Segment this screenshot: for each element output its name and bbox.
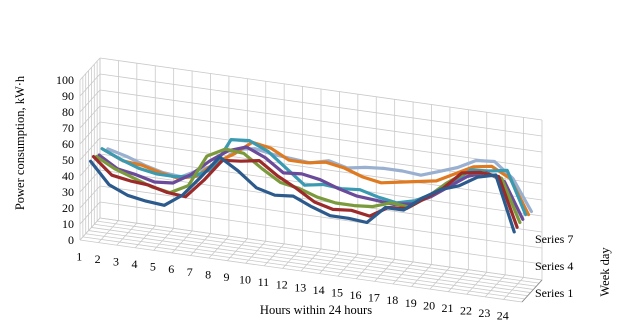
x-tick-label: 8 xyxy=(205,267,211,281)
y-tick-label: 80 xyxy=(62,105,74,119)
grid-line-floor xyxy=(411,264,432,287)
y-tick-label: 10 xyxy=(62,217,74,231)
x-tick-label: 2 xyxy=(95,252,101,266)
grid-line-floor xyxy=(98,220,119,243)
grid-line-floor-depth xyxy=(99,217,543,281)
grid-line-side xyxy=(79,73,101,97)
grid-line-floor xyxy=(392,261,414,285)
x-tick-label: 13 xyxy=(294,280,306,294)
series-line-4 xyxy=(97,145,525,221)
series-line-1 xyxy=(89,155,516,234)
depth-tick-label: Series 7 xyxy=(535,232,573,246)
grid-line-floor xyxy=(429,266,451,290)
x-tick-label: 19 xyxy=(405,296,417,310)
grid-line-floor xyxy=(448,269,469,292)
grid-line-floor xyxy=(79,217,101,241)
grid-line-floor xyxy=(153,228,174,251)
x-tick-label: 15 xyxy=(331,285,343,299)
grid-line-side xyxy=(79,201,101,225)
grid-line-floor xyxy=(466,271,488,295)
grid-line-floor xyxy=(134,225,156,249)
grid-line-side xyxy=(79,105,101,129)
grid-line-floor xyxy=(484,274,506,298)
grid xyxy=(79,57,543,303)
grid-line-floor-depth xyxy=(97,220,540,284)
y-tick-label: 30 xyxy=(62,185,74,199)
grid-line-floor-depth xyxy=(85,233,528,297)
grid-line-floor-depth xyxy=(94,223,537,287)
x-tick-label: 20 xyxy=(423,298,435,312)
grid-line-floor xyxy=(171,230,193,254)
grid-line-floor-depth xyxy=(82,236,525,300)
y-tick-label: 100 xyxy=(56,73,74,87)
grid-line-floor xyxy=(319,251,340,274)
y-tick-label: 90 xyxy=(62,89,74,103)
x-tick-label: 22 xyxy=(460,304,472,318)
series-lines xyxy=(89,138,533,234)
x-tick-label: 23 xyxy=(478,306,490,320)
y-tick-label: 40 xyxy=(62,169,74,183)
x-tick-label: 10 xyxy=(239,273,251,287)
x-tick-label: 7 xyxy=(187,265,193,279)
grid-line-floor-depth xyxy=(88,230,531,293)
x-tick-label: 3 xyxy=(113,254,119,268)
y-tick-label: 50 xyxy=(62,153,74,167)
grid-line-side xyxy=(79,89,101,113)
x-tick-label: 17 xyxy=(368,291,380,305)
series-line-2 xyxy=(91,155,519,229)
grid-line-floor-depth xyxy=(79,239,523,303)
grid-line-floor xyxy=(503,277,524,300)
x-tick-label: 16 xyxy=(349,288,361,302)
grid-line-floor xyxy=(374,259,395,282)
depth-axis-line xyxy=(521,279,543,303)
y-tick-label: 20 xyxy=(62,201,74,215)
grid-line-floor xyxy=(116,222,138,246)
y-tick-label: 0 xyxy=(68,233,74,247)
depth-tick-label: Series 1 xyxy=(535,286,573,300)
x-tick-label: 4 xyxy=(131,257,137,271)
depth-tick-label: Series 4 xyxy=(535,259,573,273)
x-tick-label: 9 xyxy=(224,270,230,284)
x-tick-label: 14 xyxy=(313,283,325,297)
x-tick-label: 5 xyxy=(150,260,156,274)
x-tick-label: 1 xyxy=(76,249,82,263)
y-axis-title: Power consumption, kW·h xyxy=(13,75,27,210)
series-line-5 xyxy=(100,138,528,217)
y-tick-label: 70 xyxy=(62,121,74,135)
x-tick-label: 6 xyxy=(168,262,174,276)
grid-line-floor-depth xyxy=(91,227,534,290)
x-tick-label: 18 xyxy=(386,293,398,307)
x-axis-title: Hours within 24 hours xyxy=(260,303,372,317)
grid-line-floor xyxy=(337,253,359,277)
grid-line-floor xyxy=(355,256,377,280)
grid-line-side xyxy=(79,185,101,209)
x-tick-label: 21 xyxy=(442,301,454,315)
grid-line-floor xyxy=(227,238,248,261)
x-tick-label: 12 xyxy=(276,278,288,292)
grid-line-floor xyxy=(282,246,303,269)
grid-line-side xyxy=(79,137,101,161)
grid-line-side xyxy=(79,121,101,145)
grid-line-floor xyxy=(208,235,230,259)
grid-line-floor xyxy=(263,243,285,267)
grid-line-floor xyxy=(245,240,267,264)
x-tick-label: 24 xyxy=(497,309,509,323)
x-tick-label: 11 xyxy=(258,275,270,289)
depth-axis-title: Week day xyxy=(598,247,612,297)
y-tick-label: 60 xyxy=(62,137,74,151)
grid-line-floor xyxy=(300,248,322,272)
grid-line-side xyxy=(79,169,101,193)
grid-line-floor xyxy=(190,233,211,256)
grid-line-side xyxy=(79,57,101,81)
